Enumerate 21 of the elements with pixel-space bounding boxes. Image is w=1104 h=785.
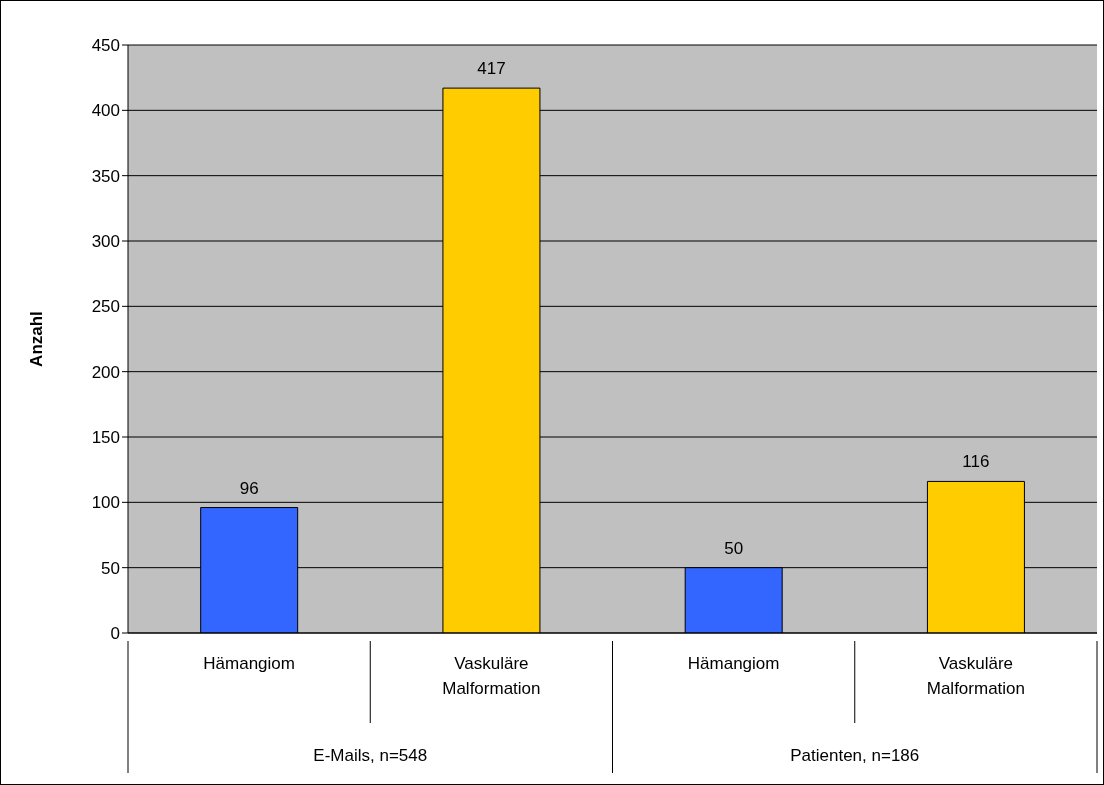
text: Patienten, n=186 [790, 746, 920, 765]
y-tick-label: 150 [91, 428, 120, 448]
y-tick-label: 350 [91, 166, 120, 186]
y-tick-label: 400 [91, 101, 120, 121]
data-label: 417 [477, 59, 506, 79]
x-tick-label: Hämangiom [203, 654, 295, 673]
y-tick-label: 250 [91, 297, 120, 317]
y-tick-label: 450 [91, 36, 120, 56]
x-tick-label: Vaskuläre Malformation [926, 654, 1026, 698]
x-tick-label: Hämangiom [687, 654, 780, 673]
data-label: 116 [962, 452, 990, 472]
y-tick-label: 100 [91, 493, 120, 513]
text: E-Mails, n=548 [313, 746, 428, 765]
y-tick-label: 200 [91, 362, 120, 382]
data-label: 50 [724, 538, 744, 558]
y-tick-label: 0 [110, 624, 120, 644]
data-label: 96 [239, 478, 259, 498]
y-tick-label: 50 [101, 558, 120, 578]
x-tick-label: Vaskuläre Malformation [442, 654, 541, 698]
y-axis-title: Anzahl [27, 311, 47, 367]
y-tick-label: 300 [91, 232, 120, 252]
